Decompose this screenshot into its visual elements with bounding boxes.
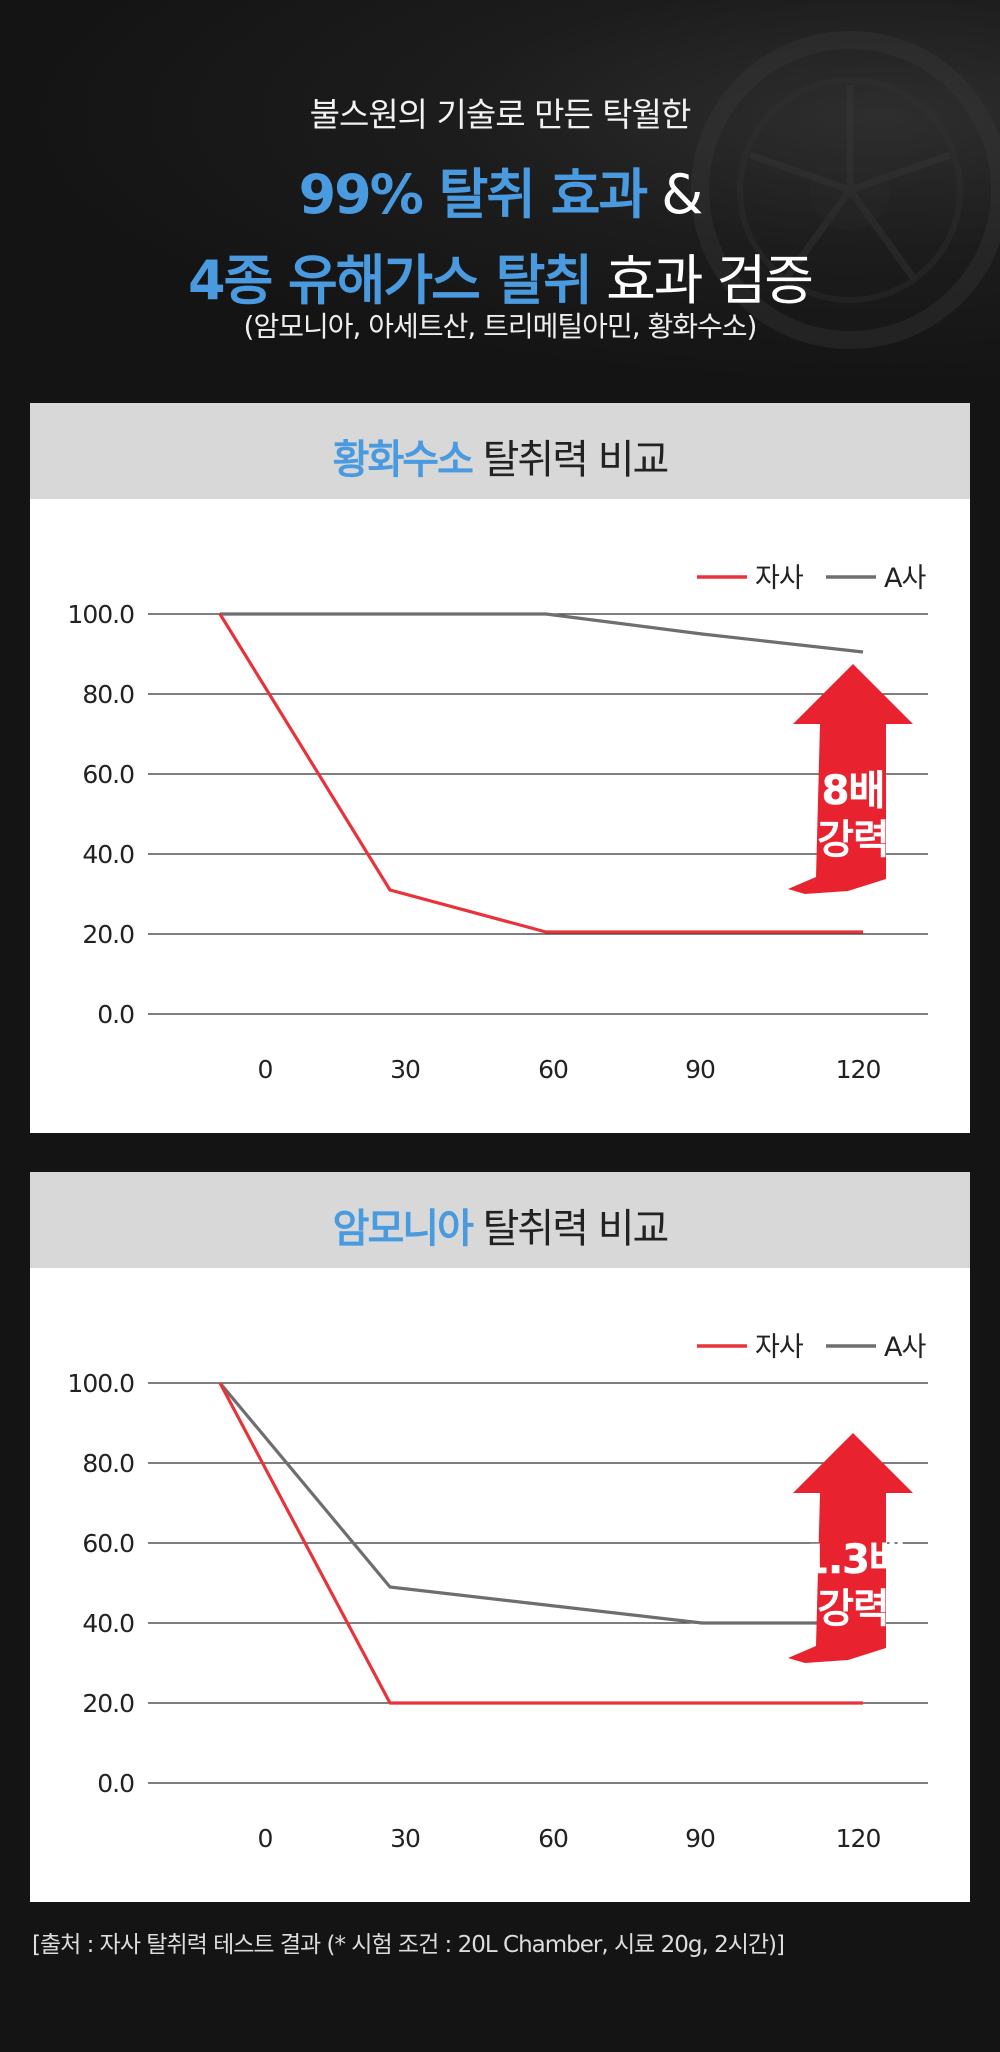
up-arrow-icon	[788, 664, 913, 894]
line-chart-ammonia: 0.0 20.0 40.0 60.0 80.0 100.0 0 30 60 90 120 자사 A사 1.…	[67, 1332, 928, 1853]
badge-multiplier: 8배	[822, 768, 885, 814]
legend-label: A사	[884, 1332, 926, 1363]
hero-headline-1: 99% 탈취 효과 &	[0, 150, 1000, 229]
y-tick-label: 40.0	[82, 840, 134, 869]
chart-card-hydrogen-sulfide: 황화수소 탈취력 비교 0.0 20.0 40.0 60.0 80.0 100.0 0 30 6…	[30, 403, 970, 1133]
y-tick-label: 0.0	[97, 1000, 134, 1029]
y-tick-label: 100.0	[67, 1369, 134, 1398]
y-tick-label: 40.0	[82, 1609, 134, 1638]
hero-headline-2: 4종 유해가스 탈취 효과 검증	[0, 236, 1000, 315]
chart-title-accent: 암모니아	[332, 1206, 474, 1252]
chart-title: 황화수소 탈취력 비교	[30, 427, 970, 485]
hero-headline-2-plain: 효과 검증	[590, 249, 814, 312]
y-tick-label: 80.0	[82, 1449, 134, 1478]
chart-title-plain: 탈취력 비교	[471, 437, 670, 483]
chart-title-accent: 황화수소	[332, 437, 474, 483]
x-tick-label: 120	[836, 1824, 881, 1853]
hero-gas-list: (암모니아, 아세트산, 트리메틸아민, 황화수소)	[243, 310, 758, 343]
line-chart-hydrogen-sulfide: 0.0 20.0 40.0 60.0 80.0 100.0 0 30 60 90 120 자사 A사 8배…	[67, 563, 928, 1084]
y-tick-label: 60.0	[82, 1529, 134, 1558]
x-tick-label: 0	[258, 1055, 273, 1084]
hero-intro: 불스원의 기술로 만든 탁월한	[309, 95, 692, 134]
x-tick-label: 60	[538, 1055, 568, 1084]
y-tick-label: 100.0	[67, 600, 134, 629]
car-wheel-decoration	[691, 31, 1000, 349]
series-line-competitor	[218, 1381, 863, 1625]
y-tick-label: 60.0	[82, 760, 134, 789]
y-tick-label: 20.0	[82, 1689, 134, 1718]
x-tick-label: 0	[258, 1824, 273, 1853]
chart-title-plain: 탈취력 비교	[471, 1206, 670, 1252]
badge-label: 강력	[817, 1586, 889, 1632]
series-line-our	[218, 613, 863, 934]
legend-label: A사	[884, 563, 926, 594]
y-tick-label: 80.0	[82, 680, 134, 709]
series-line-competitor	[220, 612, 864, 654]
hero-headline-1-plain: &	[646, 163, 703, 226]
x-tick-label: 90	[685, 1055, 715, 1084]
up-arrow-icon	[788, 1433, 913, 1663]
chart-card-header: 암모니아 탈취력 비교	[30, 1172, 970, 1268]
chart-card-ammonia: 암모니아 탈취력 비교 0.0 20.0 40.0 60.0 80.0 100.0 0 30 6…	[30, 1172, 970, 1902]
x-tick-label: 90	[685, 1824, 715, 1853]
hero-headline-2-accent: 4종 유해가스 탈취	[188, 249, 593, 312]
x-tick-label: 60	[538, 1824, 568, 1853]
series-line-our	[218, 1382, 863, 1705]
y-tick-label: 20.0	[82, 920, 134, 949]
x-tick-label: 120	[836, 1055, 881, 1084]
hero-banner: 불스원의 기술로 만든 탁월한 99% 탈취 효과 & 4종 유해가스 탈취 효…	[0, 0, 1000, 390]
hero-headline-1-accent: 99% 탈취 효과	[298, 163, 649, 226]
chart-card-header: 황화수소 탈취력 비교	[30, 403, 970, 499]
chart-title: 암모니아 탈취력 비교	[30, 1196, 970, 1254]
x-tick-label: 30	[390, 1055, 420, 1084]
source-note: [출처 : 자사 탈취력 테스트 결과 (* 시험 조건 : 20L Chamb…	[32, 1932, 785, 1958]
legend-label: 자사	[755, 1332, 804, 1363]
y-tick-label: 0.0	[97, 1769, 134, 1798]
legend-label: 자사	[755, 563, 804, 594]
x-tick-label: 30	[390, 1824, 420, 1853]
badge-multiplier: 1.3배	[801, 1537, 905, 1583]
badge-label: 강력	[817, 817, 889, 863]
